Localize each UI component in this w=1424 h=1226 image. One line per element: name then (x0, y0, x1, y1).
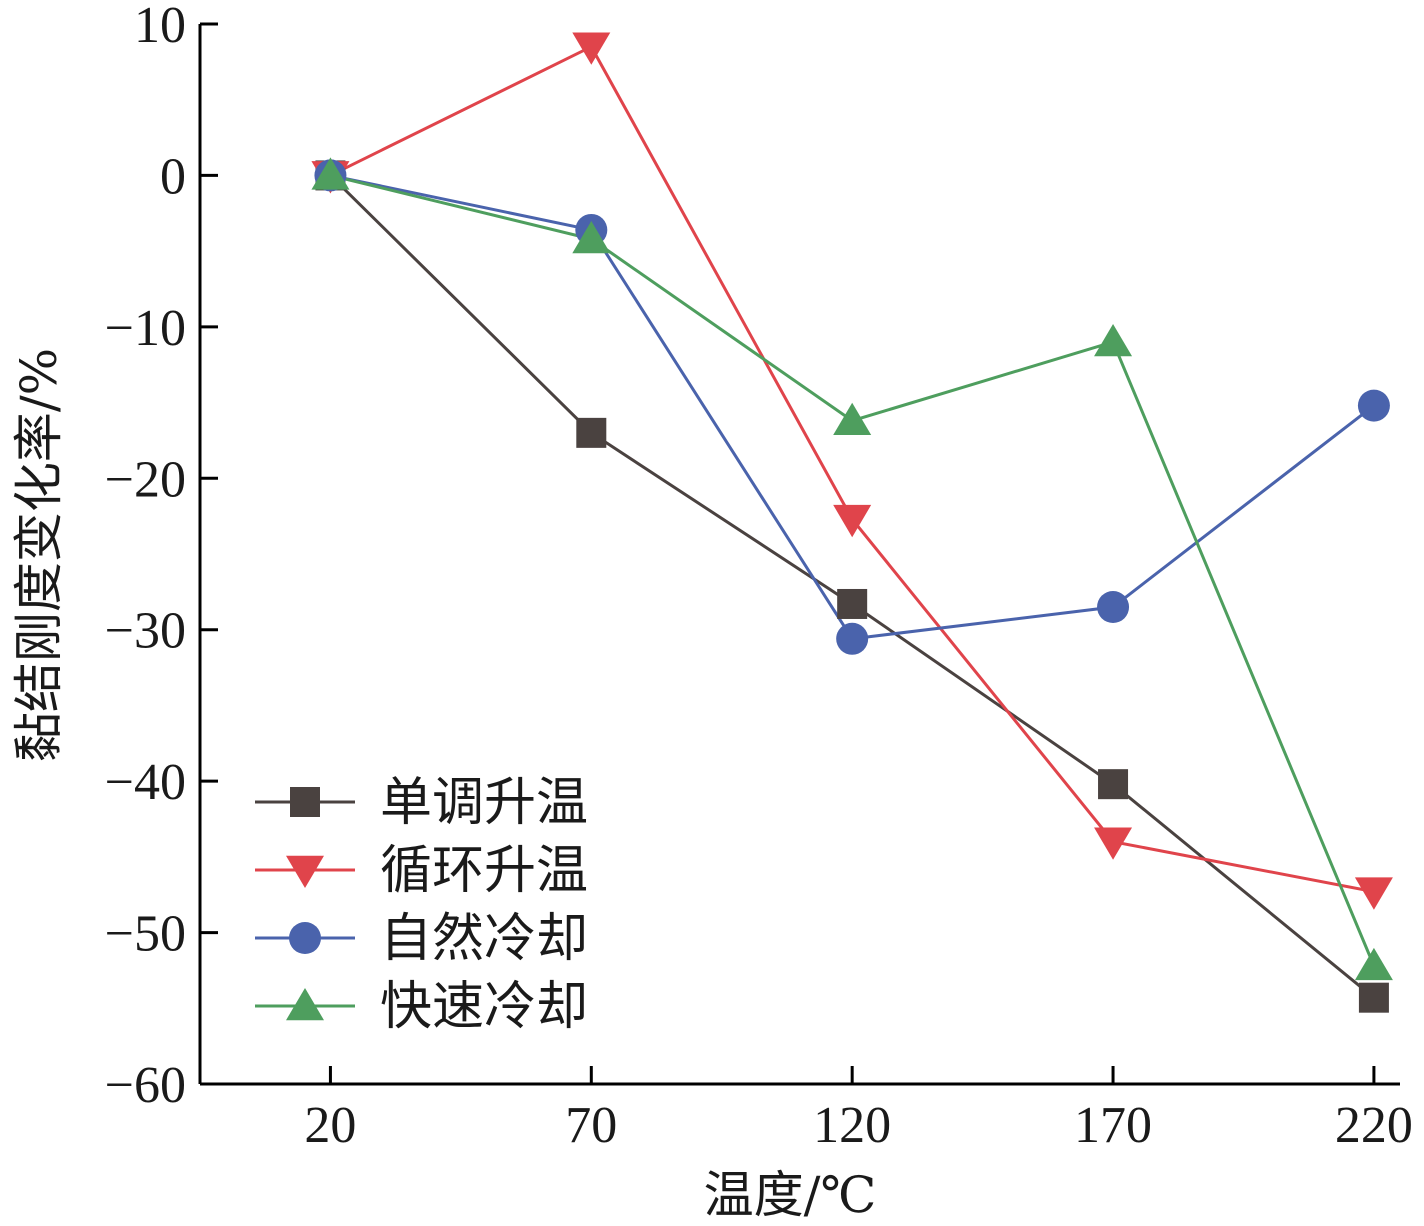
y-tick-label: −60 (105, 1057, 186, 1114)
x-ticks: 20 70 120 170 220 (304, 1066, 1413, 1154)
legend-label: 自然冷却 (380, 909, 588, 969)
x-tick-label: 170 (1074, 1097, 1152, 1154)
legend-label: 循环升温 (380, 841, 588, 901)
x-tick-label: 20 (304, 1097, 356, 1154)
legend-marker (290, 787, 320, 817)
data-point (311, 157, 350, 190)
y-tick-label: 10 (134, 0, 186, 54)
legend-label: 快速冷却 (380, 977, 588, 1037)
data-point (1094, 323, 1133, 357)
data-point (572, 32, 611, 65)
y-tick-label: −20 (105, 451, 186, 508)
data-point (1358, 982, 1389, 1013)
legend-item: 快速冷却 (255, 977, 588, 1037)
y-tick-label: −50 (105, 906, 186, 963)
legend-label: 单调升温 (380, 773, 588, 833)
data-point (833, 402, 872, 435)
legend-marker (289, 922, 321, 954)
y-tick-label: −30 (105, 603, 186, 660)
legend-item: 循环升温 (255, 841, 588, 901)
series-markers (311, 32, 1393, 1013)
y-tick-label: −40 (105, 754, 186, 811)
legend-marker (286, 987, 324, 1021)
data-point (576, 417, 607, 448)
data-point (1357, 389, 1390, 422)
data-point (1097, 591, 1130, 623)
legend-marker (286, 855, 324, 889)
data-point (1094, 827, 1133, 860)
data-point (572, 220, 611, 254)
series-line (329, 44, 1375, 894)
legend-item: 自然冷却 (255, 909, 588, 969)
y-ticks: 10 0 −10 −20 −30 −40 −50 −60 (105, 0, 218, 1114)
data-point (1354, 947, 1393, 981)
x-tick-label: 120 (813, 1097, 891, 1154)
x-tick-label: 220 (1335, 1097, 1413, 1154)
data-point (836, 622, 869, 655)
data-point (833, 504, 872, 538)
x-tick-label: 70 (565, 1097, 617, 1154)
data-point (1098, 769, 1129, 800)
axes (198, 24, 1400, 1086)
data-point (837, 588, 868, 619)
x-axis-title: 温度/℃ (704, 1166, 877, 1224)
legend-item: 单调升温 (255, 773, 588, 833)
data-point (1354, 877, 1393, 910)
y-tick-label: −10 (105, 300, 186, 357)
y-tick-label: 0 (160, 148, 186, 205)
y-axis-title: 黏结刚度变化率/% (10, 348, 68, 762)
